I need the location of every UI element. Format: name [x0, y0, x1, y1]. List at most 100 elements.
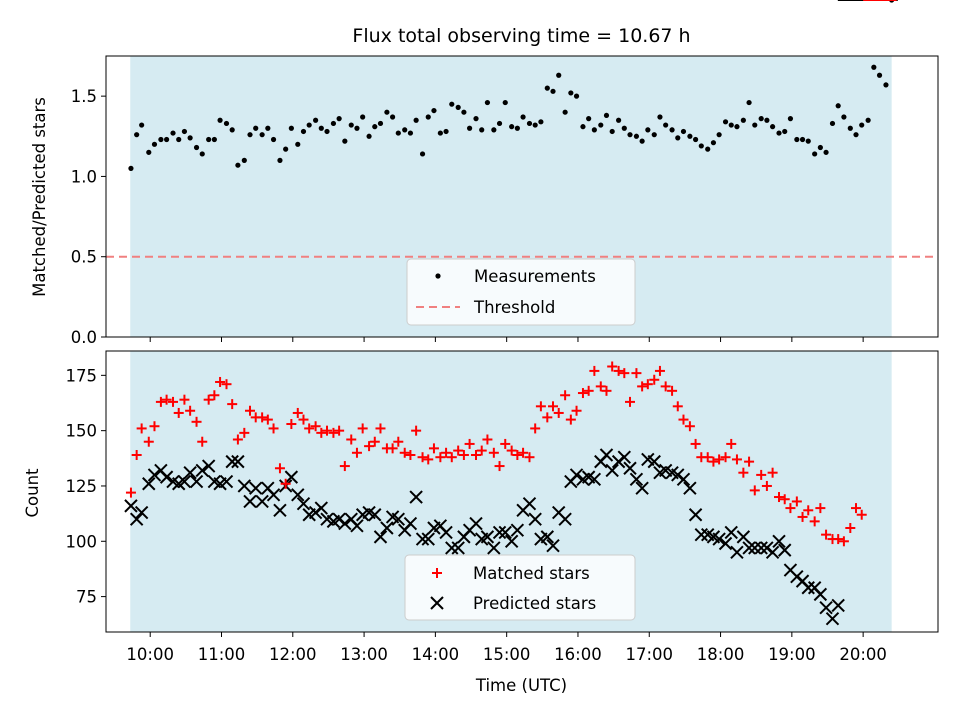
measurement-point	[526, 120, 533, 127]
measurement-point	[187, 135, 193, 141]
ratio-y-tick-label: 1.5	[71, 87, 97, 106]
matched-star-point	[357, 423, 368, 434]
matched-star-point	[298, 414, 309, 425]
measurement-point	[496, 120, 503, 127]
legend-predicted-label: Predicted stars	[473, 594, 596, 613]
matched-star-point	[339, 461, 350, 472]
measurement-point	[568, 90, 574, 96]
predicted-star-point	[291, 488, 305, 502]
measurement-point	[253, 125, 259, 131]
predicted-star-point	[255, 494, 269, 509]
matched-star-point	[328, 427, 339, 438]
measurement-point	[680, 128, 687, 135]
measurement-point	[716, 132, 722, 138]
matched-star-point	[494, 461, 505, 472]
matched-star-point	[471, 449, 482, 460]
measurement-point	[853, 132, 859, 138]
predicted-star-point	[819, 600, 833, 615]
counts-y-tick-label: 175	[66, 366, 98, 385]
measurement-point	[181, 128, 188, 135]
matched-star-point	[245, 405, 256, 416]
measurement-point	[865, 117, 871, 123]
matched-star-point	[488, 447, 499, 458]
measurement-point	[407, 130, 414, 136]
matched-star-point	[458, 449, 469, 460]
measurement-point	[609, 128, 615, 135]
x-tick-label: 14:00	[412, 645, 460, 664]
measurement-point	[544, 85, 550, 91]
ratio-x-ticks	[149, 337, 864, 342]
matched-star-point	[500, 438, 511, 449]
matched-star-point	[286, 419, 297, 430]
predicted-star-point	[510, 523, 525, 537]
measurement-point	[550, 88, 556, 94]
measurement-point	[413, 117, 419, 123]
predicted-star-point	[219, 474, 234, 489]
matched-star-point	[346, 434, 357, 445]
matched-star-point	[131, 449, 142, 460]
measurement-point	[776, 130, 782, 136]
measurement-point	[372, 124, 378, 130]
measurement-point	[259, 132, 265, 138]
measurement-point	[223, 120, 230, 127]
predicted-star-point	[249, 481, 263, 495]
counts-legend-box	[404, 554, 636, 621]
matched-star-point	[512, 449, 523, 460]
matched-star-point	[221, 379, 232, 390]
matched-star-point	[227, 399, 238, 410]
measurement-point	[835, 103, 841, 109]
counts-panel: 75 100 125 150 175 10:00 11:00 12:00 13:00 14:00…	[23, 0, 939, 695]
matched-star-point	[464, 438, 475, 449]
measurement-point	[871, 64, 877, 70]
measurement-point	[437, 130, 443, 136]
matched-star-point	[530, 423, 541, 434]
measurement-point	[621, 125, 627, 131]
ratio-y-tick-label: 0.0	[71, 328, 97, 347]
measurement-point	[176, 136, 182, 143]
predicted-star-point	[730, 545, 744, 560]
matched-star-point	[197, 436, 208, 447]
x-axis-label: Time (UTC)	[475, 676, 567, 695]
measurement-point	[235, 162, 241, 168]
ratio-y-tick-label: 0.5	[71, 248, 97, 267]
predicted-star-point	[231, 454, 245, 469]
matched-star-point	[191, 416, 202, 427]
matched-star-point	[583, 385, 594, 396]
predicted-star-point	[391, 512, 406, 526]
measurement-point	[758, 116, 764, 122]
matched-star-point	[387, 443, 398, 454]
predicted-star-point	[421, 532, 435, 546]
matched-star-point	[738, 467, 749, 478]
predicted-star-point	[522, 496, 537, 511]
predicted-star-point	[338, 516, 352, 531]
predicted-star-point	[314, 501, 329, 515]
counts-y-tick-label: 75	[76, 588, 97, 607]
measurement-point	[134, 132, 140, 138]
predicted-star-point	[831, 598, 845, 613]
measurement-point	[270, 136, 277, 143]
measurement-point	[283, 146, 289, 152]
measurement-point	[217, 117, 223, 123]
matched-star-point	[589, 365, 600, 376]
predicted-star-point	[528, 512, 542, 526]
matched-star-point	[761, 480, 772, 491]
matched-star-point	[809, 516, 820, 527]
predicted-star-point	[487, 541, 501, 555]
measurement-point	[705, 146, 711, 152]
predicted-star-point	[415, 532, 430, 546]
measurement-point	[799, 136, 806, 143]
predicted-star-point	[587, 472, 602, 487]
predicted-star-point	[147, 468, 162, 482]
measurement-point	[402, 127, 408, 133]
measurement-point	[295, 141, 301, 147]
matched-star-point	[310, 421, 321, 432]
measurement-point	[336, 116, 342, 122]
matched-star-point	[209, 390, 220, 401]
predicted-star-point	[694, 527, 709, 542]
x-tick-label: 17:00	[625, 645, 673, 664]
x-tick-label: 10:00	[126, 645, 174, 664]
measurement-point	[277, 157, 283, 163]
matched-star-point	[518, 447, 529, 458]
predicted-star-point	[498, 525, 512, 540]
predicted-star-point	[688, 508, 703, 522]
